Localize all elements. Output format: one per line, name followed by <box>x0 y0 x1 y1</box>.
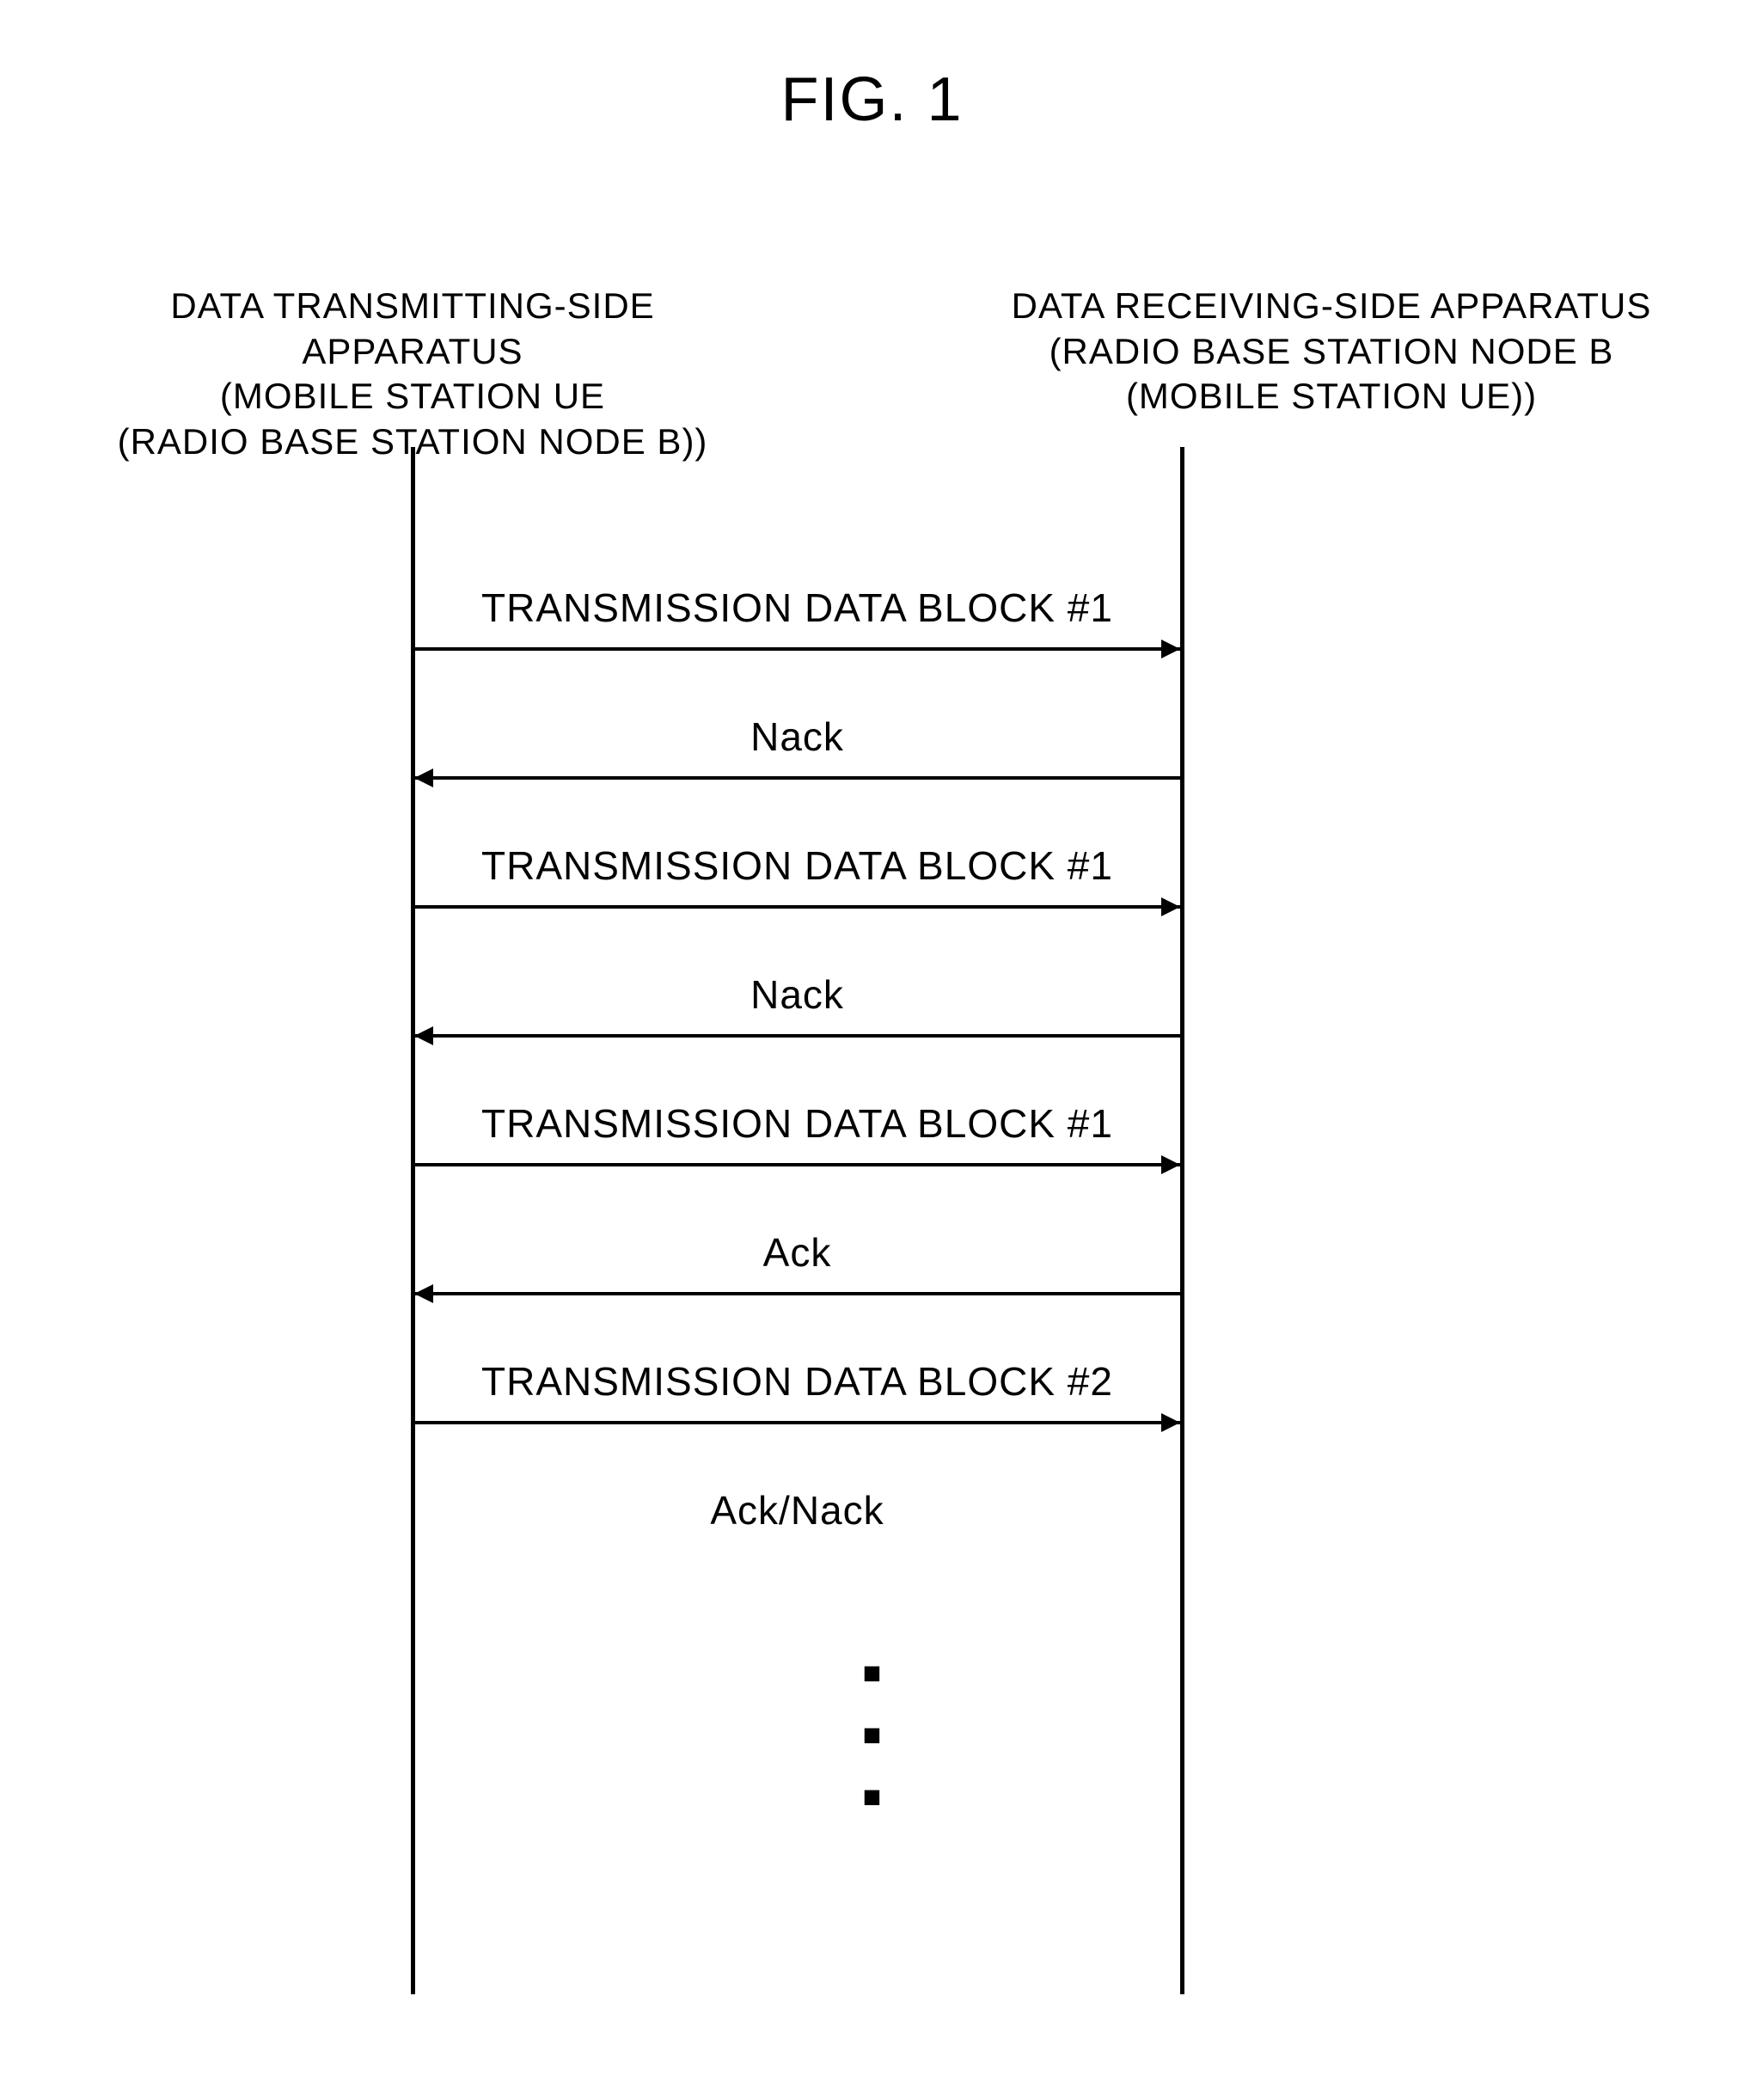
participant-right-line3: (MOBILE STATION UE)) <box>1005 374 1658 419</box>
message-label-6: TRANSMISSION DATA BLOCK #2 <box>413 1358 1182 1405</box>
message-label-4: TRANSMISSION DATA BLOCK #1 <box>413 1100 1182 1147</box>
participant-right-line2: (RADIO BASE STATION NODE B <box>1005 329 1658 375</box>
message-7: Ack/Nack <box>413 1487 1182 1540</box>
arrow-right-icon <box>413 1154 1182 1176</box>
arrow-left-icon <box>413 1283 1182 1305</box>
message-label-7: Ack/Nack <box>413 1487 1182 1534</box>
message-3: Nack <box>413 971 1182 1047</box>
message-2: TRANSMISSION DATA BLOCK #1 <box>413 842 1182 918</box>
message-1: Nack <box>413 713 1182 789</box>
arrow-left-icon <box>413 1025 1182 1047</box>
participant-left-line1: DATA TRANSMITTING-SIDE APPARATUS <box>86 284 739 374</box>
message-label-2: TRANSMISSION DATA BLOCK #1 <box>413 842 1182 889</box>
message-label-5: Ack <box>413 1229 1182 1276</box>
ellipsis-dots: ■ ■ ■ <box>487 1642 1257 1828</box>
arrow-right-icon <box>413 638 1182 660</box>
lifeline-left <box>411 447 415 1994</box>
participant-left-label: DATA TRANSMITTING-SIDE APPARATUS (MOBILE… <box>86 284 739 464</box>
arrow-right-icon <box>413 1411 1182 1434</box>
arrow-right-icon <box>413 896 1182 918</box>
arrow-left-icon <box>413 767 1182 789</box>
message-0: TRANSMISSION DATA BLOCK #1 <box>413 585 1182 660</box>
message-label-0: TRANSMISSION DATA BLOCK #1 <box>413 585 1182 631</box>
ellipsis-dot-3: ■ <box>487 1766 1257 1828</box>
participant-right-label: DATA RECEIVING-SIDE APPARATUS (RADIO BAS… <box>1005 284 1658 419</box>
message-label-1: Nack <box>413 713 1182 760</box>
message-label-3: Nack <box>413 971 1182 1018</box>
figure-title: FIG. 1 <box>780 64 963 135</box>
ellipsis-dot-1: ■ <box>487 1642 1257 1704</box>
participant-left-line2: (MOBILE STATION UE <box>86 374 739 419</box>
ellipsis-dot-2: ■ <box>487 1704 1257 1766</box>
message-6: TRANSMISSION DATA BLOCK #2 <box>413 1358 1182 1434</box>
message-4: TRANSMISSION DATA BLOCK #1 <box>413 1100 1182 1176</box>
participant-right-line1: DATA RECEIVING-SIDE APPARATUS <box>1005 284 1658 329</box>
message-5: Ack <box>413 1229 1182 1305</box>
